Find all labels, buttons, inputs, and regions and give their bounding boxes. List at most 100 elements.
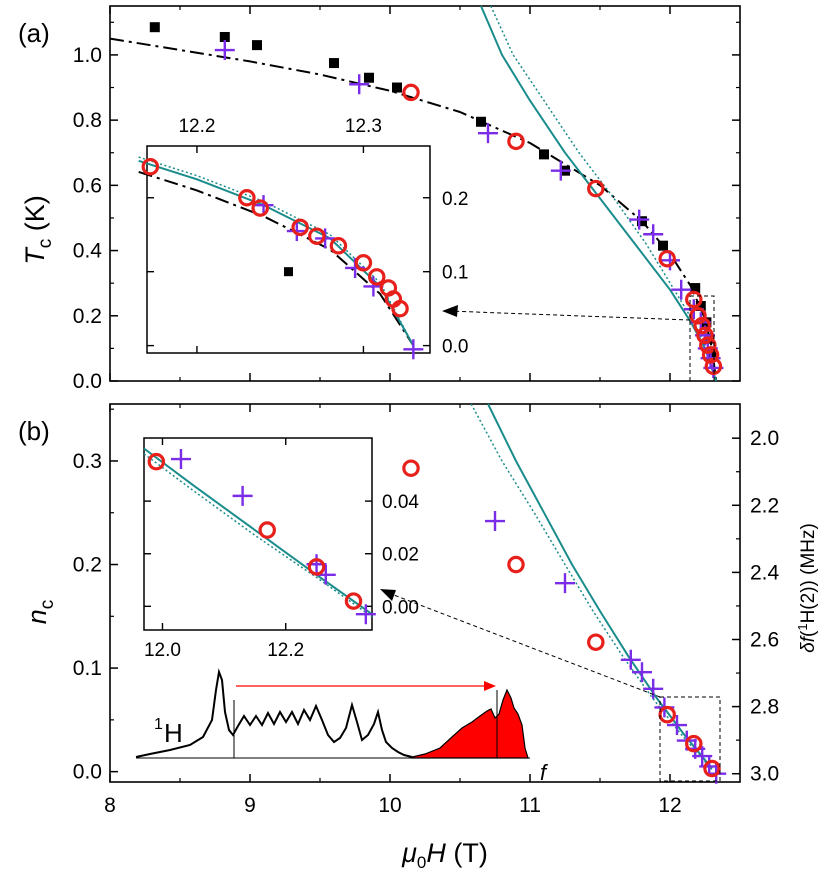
panel-a-inset-frame: [146, 145, 431, 354]
panel-a-label: (a): [18, 18, 50, 48]
panel-b-ytick-label: 0.3: [73, 450, 102, 473]
panel-b-ytick-right-label: 2.6: [750, 628, 779, 651]
panel-a-point-circles: [701, 346, 720, 364]
spectrum-line: [135, 668, 413, 758]
panel-b-ytick-label: 0.0: [73, 761, 102, 784]
panel-a-point-crosses: [550, 160, 571, 181]
panel-b-inset-point-crosses: [232, 485, 253, 506]
panel-a-inset-xtick-label: 12.3: [345, 116, 382, 137]
panel-b-point-crosses: [555, 573, 575, 594]
panel-b-ylabel: nc: [22, 600, 58, 625]
panel-b-inset-xtick-label: 12.2: [267, 640, 304, 661]
panel-a-zoom-arrowhead: [442, 305, 458, 317]
panel-b-ylabel-right: δf(1H(2)) (MHz): [795, 523, 819, 653]
panel-a-point-circles: [685, 290, 703, 309]
panel-a-ytick-label: 0.0: [73, 370, 102, 393]
panel-a-point-circles: [402, 83, 420, 102]
panel-b-ytick-right-label: 2.2: [750, 494, 779, 517]
spectrum-label-h: H: [164, 718, 183, 748]
panel-a-point-squares: [252, 40, 262, 51]
panel-a-point-crosses: [629, 209, 650, 230]
panel-a-inset-ytick-label: 0.1: [442, 263, 468, 284]
panel-a-point-squares: [539, 149, 549, 160]
panel-b-xtick-label: 11: [519, 794, 541, 817]
panel-a-point-crosses: [478, 123, 498, 144]
panel-a-inset-point-crosses: [403, 339, 424, 360]
panel-b-ytick-right-label: 3.0: [750, 763, 779, 786]
panel-a-point-crosses: [214, 40, 235, 61]
panel-a-point-squares: [149, 22, 160, 33]
panel-a-point-squares: [364, 72, 374, 83]
panel-a-point-squares: [658, 240, 668, 251]
panel-a-curve-dotted: [490, 5, 717, 382]
panel-b-point-crosses: [485, 511, 505, 532]
panel-a-point-crosses: [349, 74, 370, 95]
panel-a-ytick-label: 0.4: [73, 240, 103, 263]
panel-b-point-circles: [587, 633, 605, 651]
panel-b-inset-xtick-label: 12.0: [144, 640, 181, 661]
panel-a-point-circles: [693, 316, 711, 335]
panel-b-zoom-arrow-line: [385, 591, 661, 698]
panel-a-point-circles: [658, 249, 676, 268]
panel-b-ytick-right-label: 2.0: [750, 427, 779, 450]
panel-b-xtick-label: 10: [378, 794, 401, 817]
panel-a-inset-ytick-label: 0.0: [442, 337, 468, 358]
panel-a-zoom-arrow-line: [447, 310, 691, 321]
panel-a-point-squares: [329, 58, 339, 69]
spectrum-red-fill: [411, 688, 529, 759]
panel-a-ticks: 0.0 0.2 0.4 0.6 0.8 1.0: [73, 6, 740, 393]
panel-b-xtick-label: 12: [658, 794, 681, 817]
panel-b-inset-point-crosses: [170, 449, 191, 470]
panel-b-point-circles: [685, 734, 703, 753]
panel-b-point-circles: [658, 705, 676, 724]
panel-a-inset-point-circles: [354, 254, 373, 272]
panel-a-inset-ytick-label: 0.2: [442, 189, 468, 210]
panel-b-inset-ytick-label: 0.00: [382, 597, 419, 618]
panel-a-point-squares: [707, 349, 717, 360]
panel-a-point-circles: [696, 326, 714, 345]
panel-a-point-squares: [476, 116, 486, 127]
panel-b-point-circles: [703, 759, 721, 778]
panel-b-inset-point-circles: [147, 452, 166, 471]
panel-b-inset-ytick-label: 0.02: [382, 545, 419, 566]
panel-b-point-circles: [507, 555, 525, 574]
panel-b: (b) 8 9 10 11 12 0.0 0.1 0.2 0.3 2.0 2.2 2.4 2.6 2.8 3…: [18, 403, 819, 817]
panel-a-ytick-label: 0.2: [73, 305, 102, 328]
panel-a-point-crosses: [643, 224, 664, 245]
panel-a-inset-point-circles: [391, 299, 409, 318]
spectrum-label-f: f: [540, 760, 549, 785]
panel-a-ytick-label: 0.6: [73, 174, 102, 197]
panel-a-point-squares: [695, 301, 706, 311]
panel-a-inset-point-circles: [329, 237, 348, 255]
panel-b-curves: [470, 403, 713, 771]
panel-b-ytick-label: 0.1: [73, 657, 102, 680]
panel-a-point-crosses: [671, 279, 692, 300]
panel-b-xtick-label: 8: [104, 794, 116, 817]
panel-b-xtick-label: 9: [244, 794, 256, 817]
panel-a-inset-point-circles: [308, 227, 326, 245]
panel-b-point-crosses: [667, 715, 687, 736]
panel-a-zoom-box: [689, 295, 715, 382]
panel-a-point-circles: [699, 336, 717, 354]
panel-a-point-squares: [637, 216, 647, 227]
ylabel-tc: Tc (K): [20, 195, 56, 265]
panel-b-inset-curves: [143, 447, 373, 618]
ylabel-delta-f: δf(1H(2)) (MHz): [795, 523, 819, 653]
panel-b-ytick-right-label: 2.4: [750, 561, 780, 584]
panel-a-inset-point-circles: [141, 157, 160, 176]
panel-b-point-crosses: [692, 746, 713, 767]
panel-a-point-circles: [587, 179, 605, 198]
xlabel-mu0h: μ0H (T): [401, 838, 488, 872]
panel-b-inset-point-circles: [258, 521, 276, 539]
panel-b-frame: [109, 403, 741, 783]
panel-a-inset-points: [141, 157, 424, 360]
panel-a-curve-dashdot: [109, 37, 718, 382]
panel-b-inset-curve-solid: [143, 447, 373, 616]
panel-b-inset: 12.0 12.2 0.00 0.02 0.04: [143, 437, 419, 661]
panel-b-inset-point-circles: [344, 592, 363, 610]
panel-b-curve-solid: [487, 403, 713, 770]
panel-a-ytick-label: 0.8: [73, 109, 102, 132]
panel-b-inset-ytick-label: 0.04: [382, 492, 419, 513]
panel-a-inset-point-squares: [284, 267, 293, 277]
